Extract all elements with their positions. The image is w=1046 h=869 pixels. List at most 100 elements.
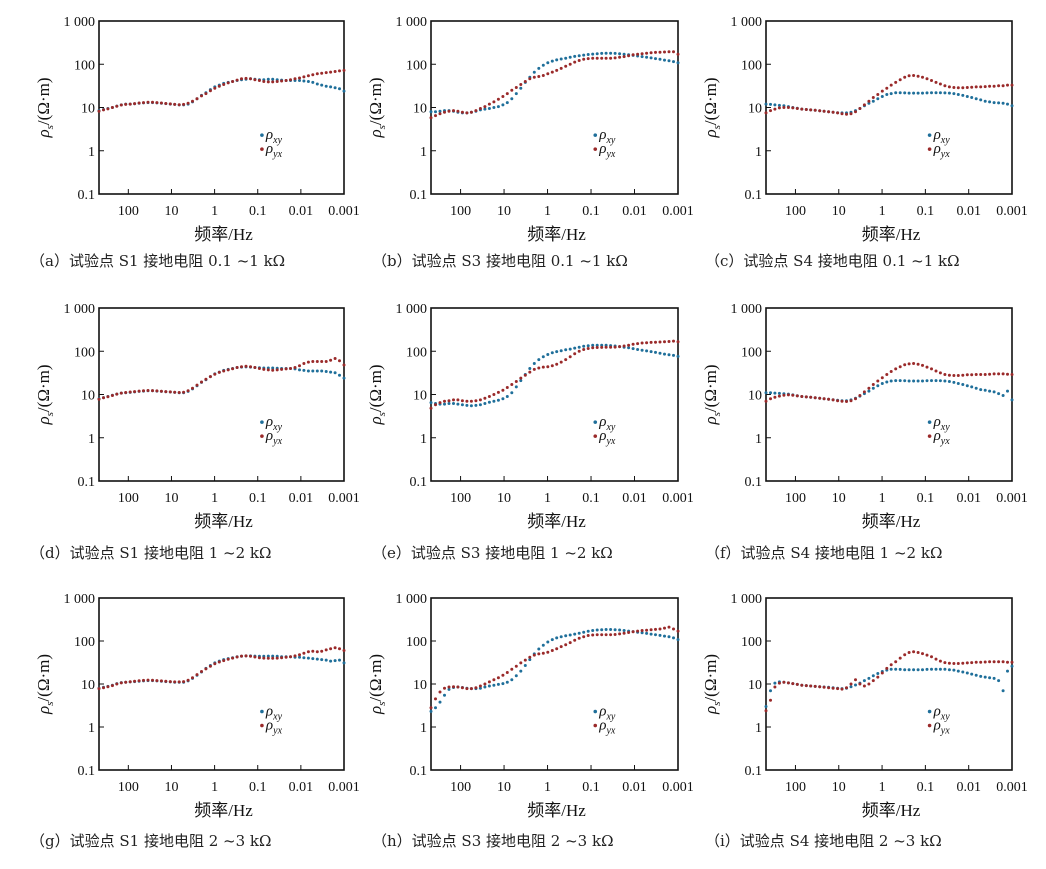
data-point: [469, 110, 473, 114]
y-tick-label: 10: [413, 678, 427, 693]
data-point: [320, 360, 324, 363]
data-point: [916, 379, 920, 383]
data-point: [965, 384, 969, 388]
chart-f: 0.1 1 10 100 1 000 100 10 1 0.1 0.01 0.001 频率/Hz ρs/…: [701, 302, 1028, 531]
x-tick-label: 0.1: [249, 780, 267, 795]
data-point: [550, 59, 554, 63]
data-point: [631, 347, 635, 351]
y-tick-label: 100: [741, 345, 762, 360]
data-point: [764, 709, 768, 713]
y-axis-title: ρs/(Ω·m): [366, 364, 388, 425]
y-tick-label: 1 000: [731, 592, 763, 607]
data-point: [604, 51, 608, 55]
data-point: [541, 355, 545, 359]
data-point: [997, 392, 1001, 396]
data-point: [550, 638, 554, 642]
data-point: [676, 340, 680, 344]
x-tick-label: 0.1: [582, 491, 600, 506]
data-point: [876, 675, 880, 679]
data-point: [532, 653, 536, 657]
data-point: [809, 684, 813, 688]
data-point: [867, 389, 871, 393]
data-point: [988, 660, 992, 664]
data-point: [903, 75, 907, 79]
data-point: [622, 629, 626, 632]
legend-marker: [927, 420, 932, 424]
data-point: [640, 631, 644, 635]
data-point: [618, 345, 622, 349]
y-tick-label: 100: [741, 58, 762, 73]
data-point: [645, 628, 649, 632]
data-point: [443, 693, 446, 697]
data-point: [106, 107, 110, 111]
data-point: [280, 656, 284, 660]
y-tick-label: 100: [406, 345, 427, 360]
data-point: [213, 662, 217, 666]
data-point: [329, 358, 333, 362]
data-point: [452, 685, 455, 689]
data-point: [600, 51, 604, 55]
y-tick-label: 100: [74, 635, 95, 650]
data-point: [546, 61, 550, 65]
data-point: [845, 686, 848, 690]
data-point: [519, 86, 523, 90]
data-point: [676, 52, 680, 56]
data-point: [965, 95, 969, 98]
data-point: [956, 374, 960, 377]
data-point: [622, 55, 626, 59]
x-tick-label: 10: [832, 780, 846, 795]
data-point: [769, 698, 772, 702]
data-point: [573, 352, 577, 356]
data-point: [306, 369, 310, 373]
data-point: [519, 379, 523, 383]
data-point: [324, 648, 328, 652]
data-point: [1010, 373, 1014, 376]
data-point: [128, 390, 132, 394]
data-point: [988, 84, 992, 88]
data-point: [115, 392, 119, 396]
data-point: [663, 58, 666, 62]
data-point: [240, 365, 243, 369]
data-point: [613, 628, 617, 632]
data-point: [885, 86, 889, 90]
data-point: [649, 340, 653, 344]
x-tick-label: 100: [785, 204, 806, 219]
data-point: [676, 354, 680, 358]
data-point: [338, 647, 341, 651]
data-point: [231, 80, 235, 83]
y-tick-label: 0.1: [78, 475, 96, 490]
y-axis-title: ρs/(Ω·m): [34, 654, 56, 715]
data-point: [613, 633, 617, 636]
data-point: [275, 80, 279, 83]
y-tick-label: 1 000: [64, 592, 96, 607]
data-point: [133, 390, 137, 394]
legend-label: ρyx: [933, 141, 951, 160]
data-point: [938, 659, 942, 663]
data-point: [271, 77, 275, 81]
data-point: [858, 394, 862, 397]
data-point: [208, 664, 212, 668]
data-point: [654, 350, 657, 354]
data-point: [889, 92, 893, 96]
data-point: [478, 686, 482, 690]
chart-b: 0.1 1 10 100 1 000 100 10 1 0.1 0.01 0.001 频率/Hz ρs/…: [366, 15, 694, 244]
y-tick-label: 1: [755, 721, 762, 736]
legend-marker: [593, 434, 598, 438]
data-point: [492, 399, 496, 403]
chart-caption: （b）试验点 S3 接地电阻 0.1 ~1 kΩ: [372, 252, 628, 270]
x-tick-label: 0.001: [328, 204, 360, 219]
x-tick-label: 10: [497, 491, 511, 506]
data-point: [898, 656, 902, 660]
data-point: [315, 369, 319, 373]
data-point: [885, 93, 889, 96]
data-point: [667, 635, 671, 639]
data-point: [871, 386, 875, 390]
data-point: [465, 687, 469, 691]
data-point: [916, 651, 920, 654]
data-point: [943, 667, 947, 671]
data-point: [182, 390, 186, 394]
data-point: [800, 683, 804, 687]
data-point: [320, 71, 324, 75]
data-point: [342, 68, 346, 72]
data-point: [769, 689, 772, 693]
